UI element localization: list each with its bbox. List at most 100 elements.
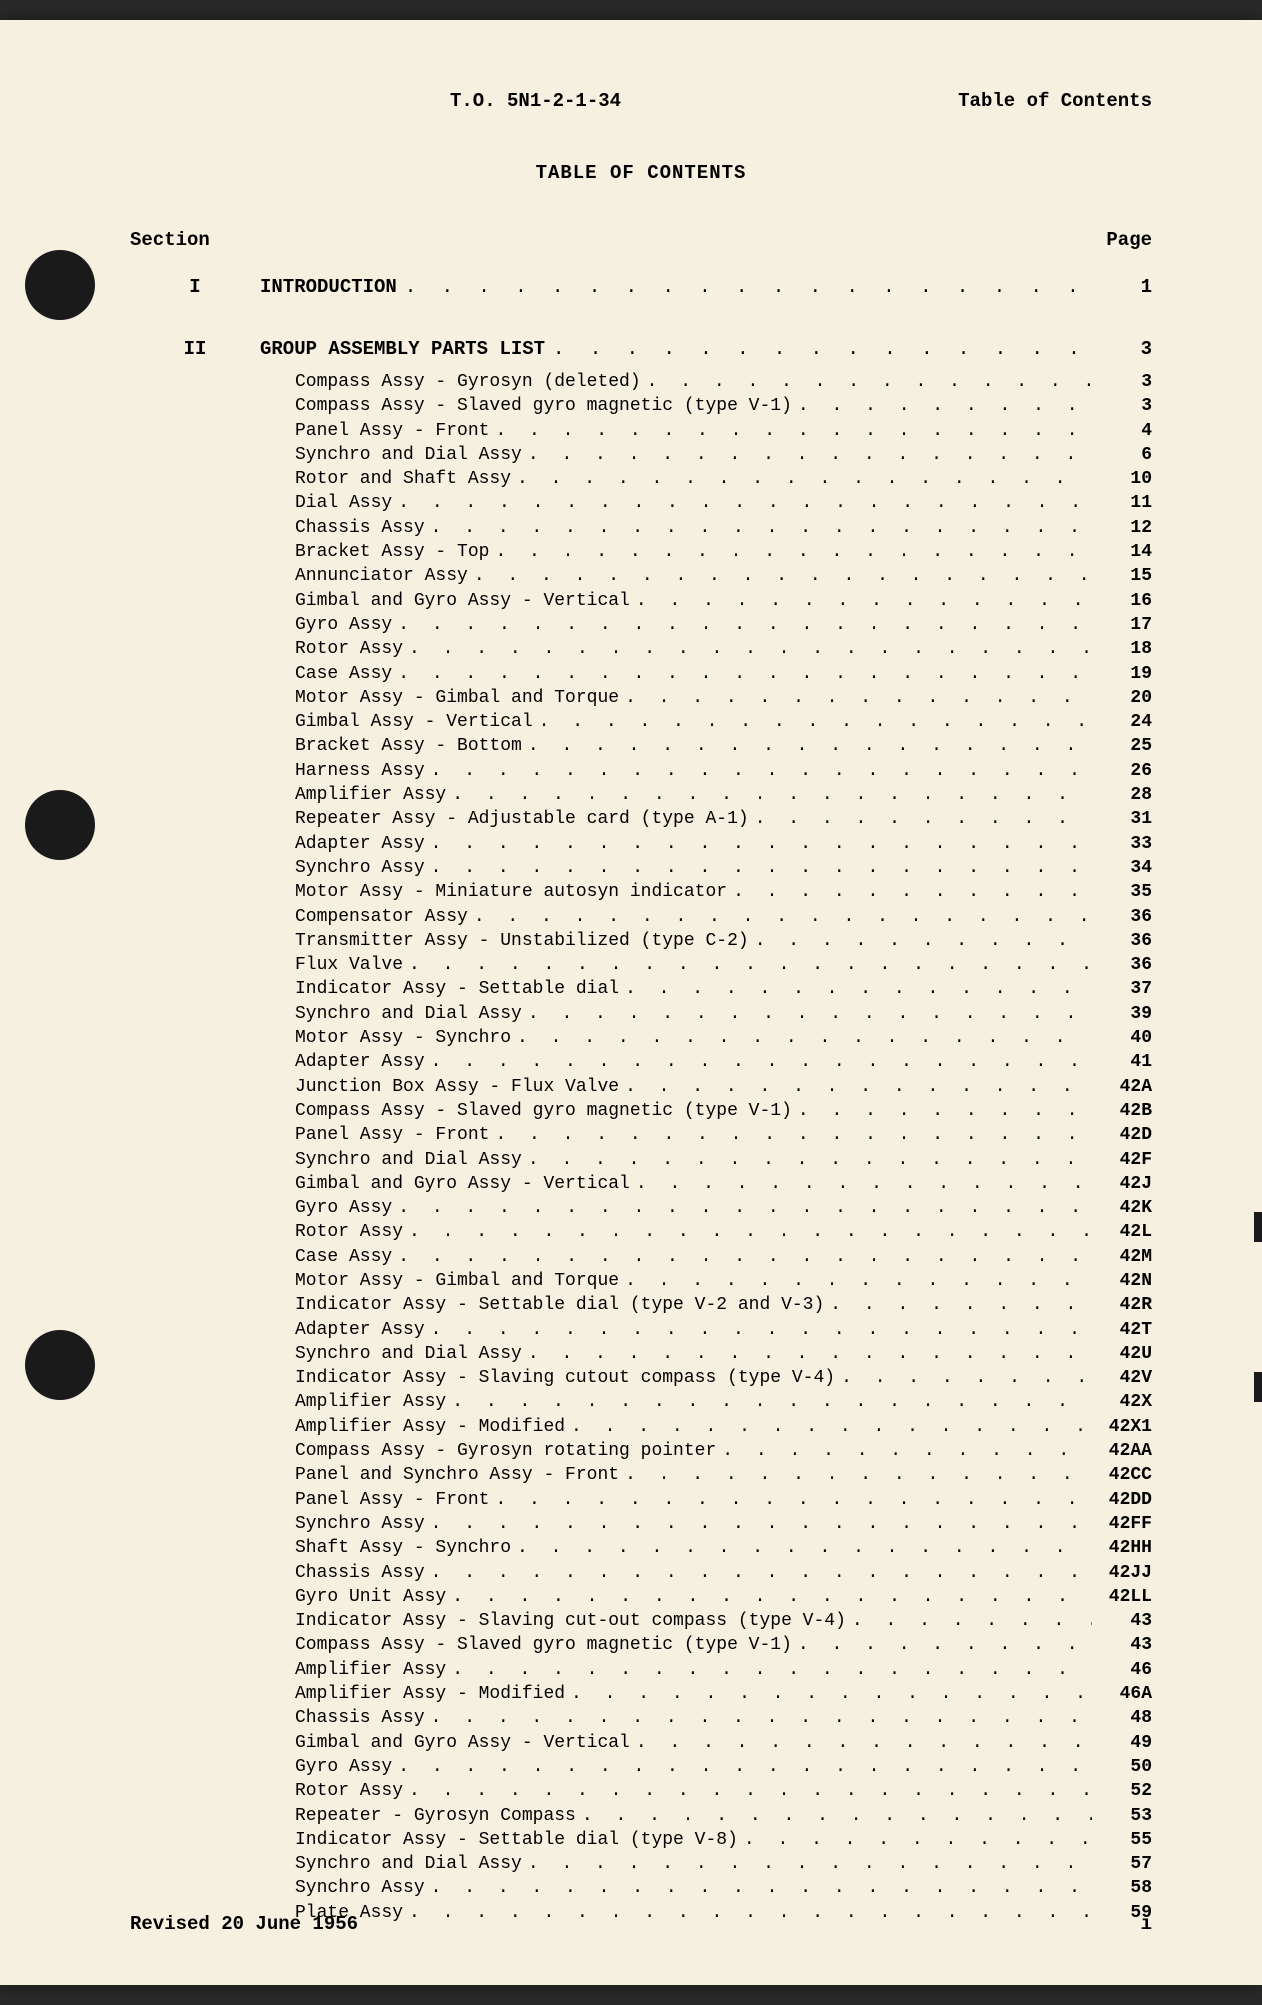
leader-dots: . . . . . . . . . . . . . . . . . . . . … [824, 1293, 1092, 1317]
entry-title: Synchro Assy [295, 1512, 425, 1536]
leader-dots: . . . . . . . . . . . . . . . . . . . . … [630, 1172, 1092, 1196]
entry-page: 42F [1092, 1148, 1152, 1172]
leader-dots: . . . . . . . . . . . . . . . . . . . . … [511, 467, 1092, 491]
leader-dots: . . . . . . . . . . . . . . . . . . . . … [392, 1245, 1092, 1269]
entry-title: Synchro and Dial Assy [295, 1342, 522, 1366]
entry-title: Amplifier Assy [295, 783, 446, 807]
leader-dots: . . . . . . . . . . . . . . . . . . . . … [446, 783, 1092, 807]
entry-page: 19 [1092, 662, 1152, 686]
leader-dots: . . . . . . . . . . . . . . . . . . . . … [403, 1779, 1092, 1803]
section-title: GROUP ASSEMBLY PARTS LIST [260, 338, 545, 360]
entry-title: Rotor Assy [295, 1779, 403, 1803]
entry-title: Transmitter Assy - Unstabilized (type C-… [295, 929, 749, 953]
leader-dots: . . . . . . . . . . . . . . . . . . . . … [425, 1876, 1092, 1900]
entry-title: Synchro and Dial Assy [295, 1148, 522, 1172]
toc-entry: Panel Assy - Front. . . . . . . . . . . … [295, 1488, 1152, 1512]
leader-dots: . . . . . . . . . . . . . . . . . . . . … [641, 370, 1092, 394]
entry-page: 52 [1092, 1779, 1152, 1803]
entry-title: Case Assy [295, 1245, 392, 1269]
toc-entry: Amplifier Assy - Modified. . . . . . . .… [295, 1682, 1152, 1706]
leader-dots: . . . . . . . . . . . . . . . . . . . . … [425, 1706, 1092, 1730]
leader-dots: . . . . . . . . . . . . . . . . . . . . … [397, 276, 1092, 298]
entry-page: 42A [1092, 1075, 1152, 1099]
toc-entry: Annunciator Assy. . . . . . . . . . . . … [295, 564, 1152, 588]
leader-dots: . . . . . . . . . . . . . . . . . . . . … [468, 564, 1092, 588]
toc-entry: Panel and Synchro Assy - Front. . . . . … [295, 1463, 1152, 1487]
leader-dots: . . . . . . . . . . . . . . . . . . . . … [392, 1196, 1092, 1220]
entry-page: 42M [1092, 1245, 1152, 1269]
entry-title: Gimbal and Gyro Assy - Vertical [295, 1172, 630, 1196]
entry-page: 16 [1092, 589, 1152, 613]
toc-entry: Gimbal and Gyro Assy - Vertical. . . . .… [295, 589, 1152, 613]
leader-dots: . . . . . . . . . . . . . . . . . . . . … [522, 443, 1092, 467]
toc-entry: Repeater Assy - Adjustable card (type A-… [295, 807, 1152, 831]
entry-page: 18 [1092, 637, 1152, 661]
entry-title: Gyro Assy [295, 1196, 392, 1220]
leader-dots: . . . . . . . . . . . . . . . . . . . . … [619, 686, 1092, 710]
section-title: INTRODUCTION [260, 276, 397, 298]
toc-entry: Motor Assy - Miniature autosyn indicator… [295, 880, 1152, 904]
entry-page: 57 [1092, 1852, 1152, 1876]
toc-entry: Gyro Assy. . . . . . . . . . . . . . . .… [295, 1196, 1152, 1220]
entry-page: 42DD [1092, 1488, 1152, 1512]
toc-entry: Dial Assy. . . . . . . . . . . . . . . .… [295, 491, 1152, 515]
section-page: 3 [1092, 338, 1152, 360]
toc-entry: Compensator Assy. . . . . . . . . . . . … [295, 905, 1152, 929]
toc-entry: Adapter Assy. . . . . . . . . . . . . . … [295, 1318, 1152, 1342]
entry-title: Gimbal and Gyro Assy - Vertical [295, 1731, 630, 1755]
entry-page: 50 [1092, 1755, 1152, 1779]
entry-title: Synchro Assy [295, 1876, 425, 1900]
toc-entry: Motor Assy - Synchro. . . . . . . . . . … [295, 1026, 1152, 1050]
entry-title: Amplifier Assy [295, 1390, 446, 1414]
entry-title: Repeater - Gyrosyn Compass [295, 1804, 576, 1828]
leader-dots: . . . . . . . . . . . . . . . . . . . . … [792, 1633, 1092, 1657]
entry-page: 3 [1092, 394, 1152, 418]
entry-page: 40 [1092, 1026, 1152, 1050]
leader-dots: . . . . . . . . . . . . . . . . . . . . … [446, 1390, 1092, 1414]
toc-entry: Repeater - Gyrosyn Compass. . . . . . . … [295, 1804, 1152, 1828]
toc-entry: Bracket Assy - Top. . . . . . . . . . . … [295, 540, 1152, 564]
toc-entry: Synchro and Dial Assy. . . . . . . . . .… [295, 1002, 1152, 1026]
entry-title: Gimbal and Gyro Assy - Vertical [295, 589, 630, 613]
leader-dots: . . . . . . . . . . . . . . . . . . . . … [425, 1050, 1092, 1074]
entry-title: Repeater Assy - Adjustable card (type A-… [295, 807, 749, 831]
entry-title: Amplifier Assy [295, 1658, 446, 1682]
toc-entry: Motor Assy - Gimbal and Torque. . . . . … [295, 1269, 1152, 1293]
toc-entry: Gimbal and Gyro Assy - Vertical. . . . .… [295, 1172, 1152, 1196]
leader-dots: . . . . . . . . . . . . . . . . . . . . … [446, 1658, 1092, 1682]
entry-page: 46 [1092, 1658, 1152, 1682]
leader-dots: . . . . . . . . . . . . . . . . . . . . … [489, 1488, 1092, 1512]
toc-entry: Compass Assy - Slaved gyro magnetic (typ… [295, 394, 1152, 418]
toc-entry: Synchro and Dial Assy. . . . . . . . . .… [295, 443, 1152, 467]
entry-title: Compass Assy - Slaved gyro magnetic (typ… [295, 1099, 792, 1123]
leader-dots: . . . . . . . . . . . . . . . . . . . . … [792, 1099, 1092, 1123]
leader-dots: . . . . . . . . . . . . . . . . . . . . … [727, 880, 1092, 904]
document-number: T.O. 5N1-2-1-34 [450, 90, 621, 112]
page-header: T.O. 5N1-2-1-34 Table of Contents [130, 90, 1152, 112]
toc-entry: Indicator Assy - Settable dial. . . . . … [295, 977, 1152, 1001]
toc-entry: Synchro Assy. . . . . . . . . . . . . . … [295, 856, 1152, 880]
entry-page: 25 [1092, 734, 1152, 758]
entry-page: 42U [1092, 1342, 1152, 1366]
toc-entry: Chassis Assy. . . . . . . . . . . . . . … [295, 1706, 1152, 1730]
leader-dots: . . . . . . . . . . . . . . . . . . . . … [619, 1269, 1092, 1293]
entry-title: Bracket Assy - Bottom [295, 734, 522, 758]
entry-title: Panel Assy - Front [295, 1123, 489, 1147]
leader-dots: . . . . . . . . . . . . . . . . . . . . … [545, 338, 1092, 360]
leader-dots: . . . . . . . . . . . . . . . . . . . . … [533, 710, 1092, 734]
page-footer: Revised 20 June 1956 i [130, 1913, 1152, 1935]
section-column-header: Section [130, 229, 210, 251]
entry-title: Panel Assy - Front [295, 1488, 489, 1512]
entry-title: Rotor Assy [295, 1220, 403, 1244]
entry-title: Indicator Assy - Settable dial [295, 977, 619, 1001]
leader-dots: . . . . . . . . . . . . . . . . . . . . … [619, 1075, 1092, 1099]
entry-page: 17 [1092, 613, 1152, 637]
entry-page: 10 [1092, 467, 1152, 491]
entry-page: 12 [1092, 516, 1152, 540]
entry-page: 15 [1092, 564, 1152, 588]
toc-entry: Shaft Assy - Synchro. . . . . . . . . . … [295, 1536, 1152, 1560]
entry-title: Chassis Assy [295, 1561, 425, 1585]
entry-title: Harness Assy [295, 759, 425, 783]
entry-page: 6 [1092, 443, 1152, 467]
leader-dots: . . . . . . . . . . . . . . . . . . . . … [630, 1731, 1092, 1755]
